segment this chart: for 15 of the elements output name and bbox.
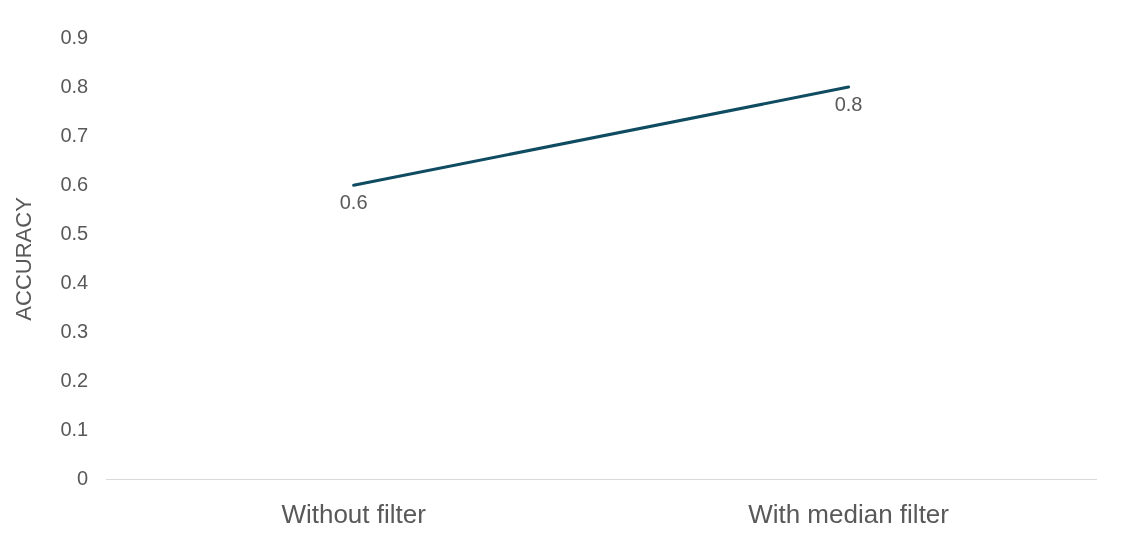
y-axis-title: ACCURACY (11, 196, 37, 321)
y-tick-label: 0.4 (60, 270, 89, 293)
y-tick-label: 0.6 (60, 172, 89, 195)
y-tick-label: 0.9 (60, 25, 89, 48)
data-label: 0.6 (339, 190, 368, 213)
y-tick-label: 0.8 (60, 74, 89, 97)
x-tick-label: Without filter (281, 498, 427, 529)
y-tick-label: 0.2 (60, 369, 89, 392)
y-tick-label: 0 (77, 467, 89, 490)
y-tick-label: 0.3 (60, 320, 89, 343)
y-tick-label: 0.5 (60, 221, 89, 244)
y-tick-label: 0.1 (60, 418, 89, 441)
data-label: 0.8 (834, 92, 863, 115)
y-tick-label: 0.7 (60, 123, 89, 146)
x-tick-label: With median filter (748, 498, 950, 529)
